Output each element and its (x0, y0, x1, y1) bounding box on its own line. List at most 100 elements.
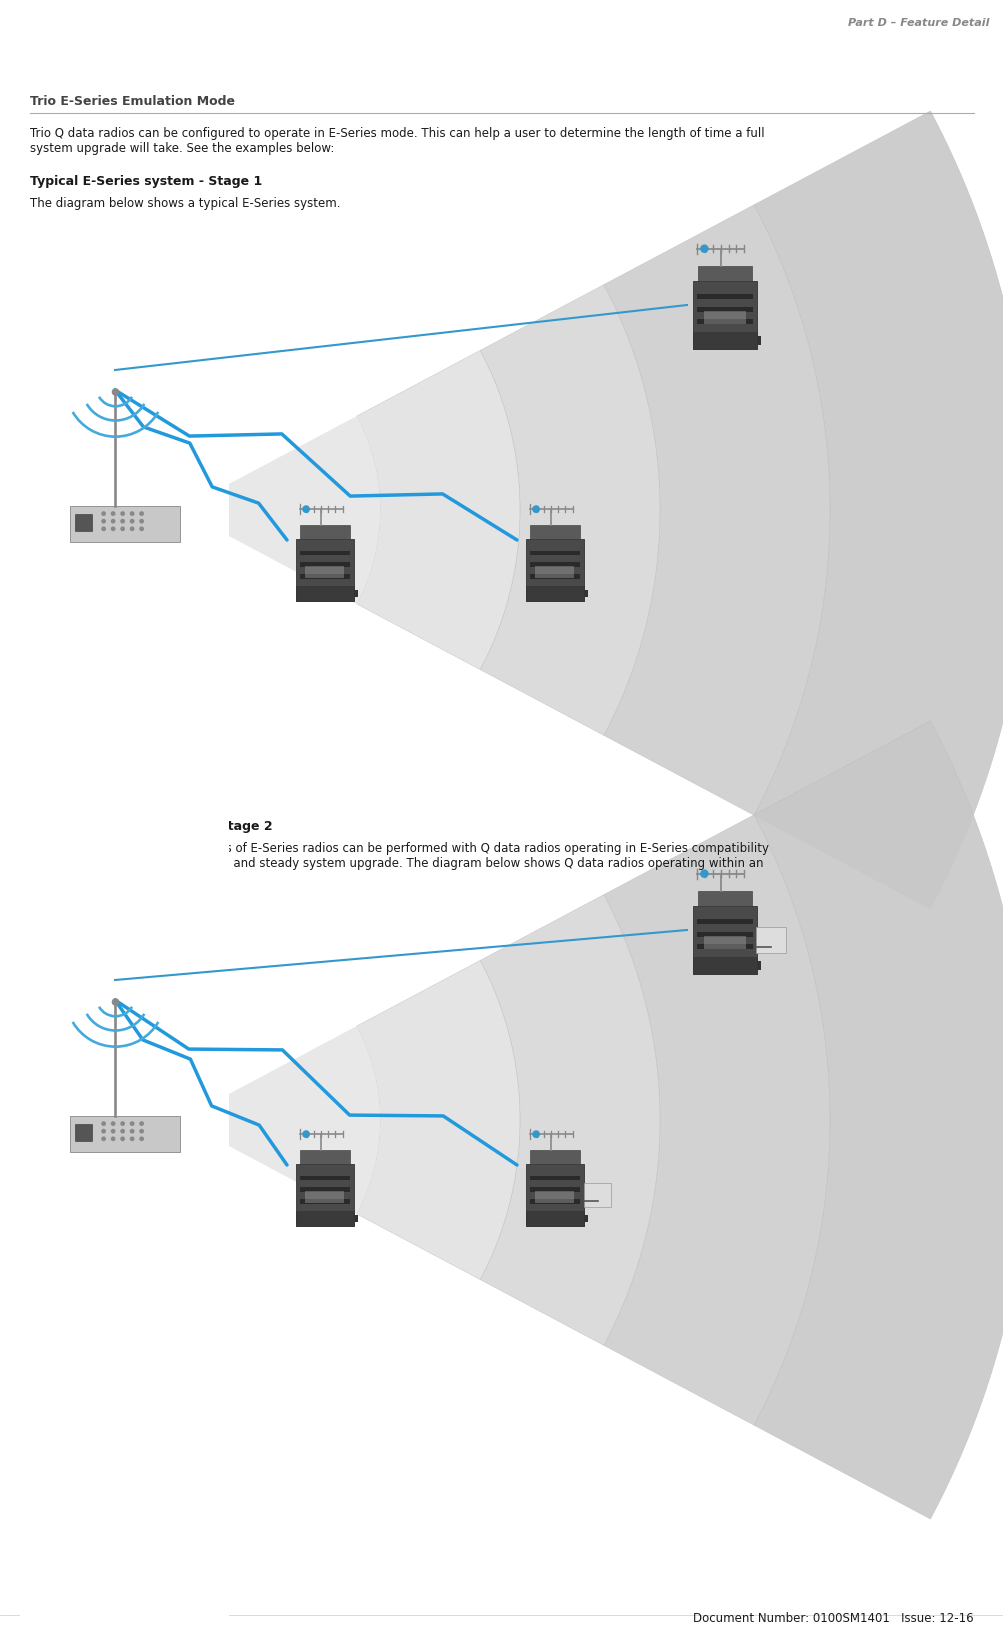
Circle shape (110, 510, 115, 515)
Bar (755, 928, 785, 952)
Bar (75, 514, 92, 530)
Circle shape (111, 998, 119, 1006)
Bar (526, 1163, 584, 1227)
Circle shape (532, 506, 540, 514)
Bar (296, 589, 299, 597)
Circle shape (110, 1137, 115, 1142)
Bar (703, 311, 745, 324)
Bar (296, 1163, 354, 1227)
Bar (526, 1214, 530, 1222)
Circle shape (129, 1129, 134, 1134)
Circle shape (699, 869, 708, 879)
Polygon shape (753, 721, 1003, 1520)
Bar (692, 962, 697, 970)
Bar (299, 563, 350, 568)
Bar (75, 1124, 92, 1140)
Bar (697, 319, 752, 324)
Circle shape (101, 527, 106, 532)
Bar (296, 586, 354, 600)
Bar (354, 589, 358, 597)
Bar (526, 589, 530, 597)
Bar (535, 566, 574, 578)
Text: Document Number: 0100SM1401   Issue: 12-16: Document Number: 0100SM1401 Issue: 12-16 (693, 1611, 973, 1625)
Circle shape (120, 527, 125, 532)
Circle shape (101, 510, 106, 515)
Bar (535, 1191, 574, 1202)
Bar (530, 1176, 580, 1180)
Circle shape (101, 519, 106, 524)
Circle shape (120, 1137, 125, 1142)
Circle shape (139, 527, 143, 532)
Circle shape (120, 1121, 125, 1126)
Circle shape (110, 527, 115, 532)
Bar (697, 294, 752, 299)
Circle shape (139, 1129, 143, 1134)
Bar (697, 306, 752, 311)
Polygon shape (603, 204, 829, 815)
Bar (530, 1150, 580, 1163)
Bar (296, 1214, 299, 1222)
Circle shape (120, 519, 125, 524)
Circle shape (101, 1137, 106, 1142)
Bar (530, 1199, 580, 1204)
Text: Part D – Feature Detail: Part D – Feature Detail (848, 18, 989, 28)
Circle shape (120, 510, 125, 515)
Bar (300, 525, 349, 538)
Bar (697, 919, 752, 924)
Bar (756, 962, 760, 970)
Bar (584, 1214, 588, 1222)
Bar (530, 563, 580, 568)
Bar (70, 506, 180, 542)
Polygon shape (479, 895, 659, 1345)
Circle shape (139, 1137, 143, 1142)
Bar (697, 944, 752, 949)
Bar (530, 1188, 580, 1193)
Circle shape (129, 519, 134, 524)
Bar (697, 931, 752, 936)
Bar (756, 337, 760, 345)
Bar (692, 957, 756, 973)
Text: Typical E-Series system - Stage 1: Typical E-Series system - Stage 1 (30, 175, 262, 188)
Bar (300, 1150, 349, 1163)
Bar (526, 586, 584, 600)
Bar (299, 1176, 350, 1180)
Bar (703, 936, 745, 949)
Bar (354, 1214, 358, 1222)
Bar (305, 1191, 344, 1202)
Bar (299, 550, 350, 555)
Bar (70, 1116, 180, 1152)
Polygon shape (753, 111, 1003, 910)
Circle shape (129, 527, 134, 532)
Circle shape (532, 1130, 540, 1139)
Bar (530, 525, 580, 538)
Circle shape (101, 1129, 106, 1134)
Polygon shape (479, 285, 659, 735)
Circle shape (139, 1121, 143, 1126)
Bar (692, 906, 756, 973)
Polygon shape (180, 416, 379, 604)
Bar (584, 1183, 611, 1207)
Bar (530, 550, 580, 555)
Bar (530, 574, 580, 579)
Text: New installations or replacements of E-Series radios can be performed with Q dat: New installations or replacements of E-S… (30, 843, 768, 885)
Circle shape (129, 510, 134, 515)
Text: Trio E-Series Emulation Mode: Trio E-Series Emulation Mode (30, 95, 235, 108)
Polygon shape (603, 815, 829, 1425)
Bar (697, 265, 751, 281)
Circle shape (110, 1129, 115, 1134)
Circle shape (129, 1137, 134, 1142)
Bar (692, 337, 697, 345)
Polygon shape (356, 960, 520, 1279)
Bar (692, 281, 756, 348)
Text: The diagram below shows a typical E-Series system.: The diagram below shows a typical E-Seri… (30, 196, 340, 209)
Circle shape (302, 1130, 310, 1139)
Circle shape (129, 1121, 134, 1126)
Circle shape (110, 519, 115, 524)
Bar (692, 332, 756, 348)
Bar (697, 890, 751, 906)
Text: 40: 40 (30, 1611, 45, 1625)
Bar (20, 946, 230, 1636)
Circle shape (699, 244, 708, 254)
Bar (584, 589, 588, 597)
Bar (526, 538, 584, 600)
